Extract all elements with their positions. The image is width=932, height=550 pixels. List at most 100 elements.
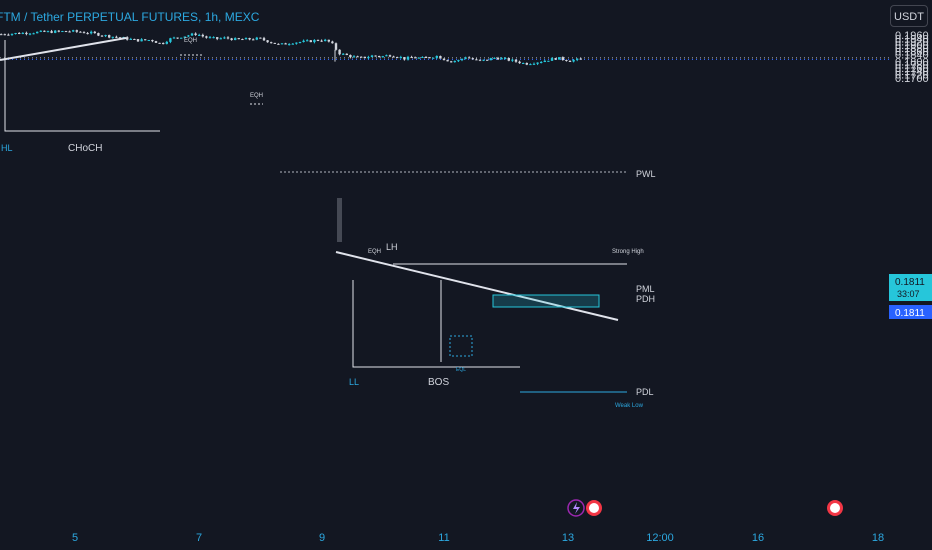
annotation-eqh-3: EQH — [368, 249, 381, 255]
candle-body — [219, 38, 222, 40]
candle-body — [439, 56, 442, 59]
candle-body — [385, 55, 388, 57]
candle-body — [392, 56, 395, 58]
candle-body — [514, 59, 518, 62]
candle-body — [468, 57, 471, 59]
candle-body — [118, 37, 122, 39]
candle-body — [478, 59, 482, 61]
candle-body — [352, 56, 356, 58]
candle-body — [10, 33, 14, 35]
candle-body — [93, 31, 96, 34]
candle-body — [43, 30, 46, 32]
x-tick-label: 7 — [196, 532, 202, 544]
candle-body — [234, 38, 237, 41]
candle-body — [554, 58, 557, 60]
candle-body — [345, 53, 348, 56]
annotation-weak-low: Weak Low — [615, 403, 644, 409]
drawings — [0, 37, 627, 393]
candle-body — [547, 60, 550, 62]
candle-body — [568, 60, 572, 62]
y-tick-label: 0.1960 — [895, 30, 929, 42]
candle-body — [0, 34, 3, 36]
currency-selector[interactable]: USDT — [890, 5, 928, 27]
candle-body — [140, 39, 143, 42]
candle-body — [237, 38, 240, 40]
volume-gap-marker — [337, 198, 342, 242]
y-tick-label: 0.1940 — [895, 33, 929, 45]
time-axis[interactable]: 5 7 9 11 13 12:00 16 18 — [72, 532, 884, 544]
supply-zone[interactable] — [492, 294, 600, 308]
candle-body — [522, 63, 525, 65]
y-tick-label: 0.1860 — [895, 46, 929, 58]
event-markers[interactable] — [567, 499, 843, 517]
y-tick-label: 0.1720 — [895, 69, 929, 81]
candle-body — [25, 32, 28, 35]
candle-body — [295, 42, 298, 44]
x-tick-label: 11 — [438, 532, 449, 544]
y-tick-label: 0.1840 — [895, 50, 929, 62]
lightning-glyph — [573, 502, 580, 514]
candle-body — [248, 38, 251, 40]
candle-body — [496, 57, 500, 60]
candle-body — [446, 60, 449, 62]
candle-body — [144, 39, 147, 41]
candle-body — [421, 57, 424, 59]
price-axis[interactable]: 0.19600.19400.19200.19000.18800.18600.18… — [895, 30, 929, 85]
label-pdh: PDH — [636, 294, 655, 304]
candle-body — [489, 58, 492, 61]
candle-body — [518, 61, 521, 64]
candle-body — [198, 34, 201, 36]
y-tick-label: 0.1880 — [895, 43, 929, 55]
candle-body — [565, 59, 568, 61]
us-flag-inner-2 — [830, 503, 840, 513]
candle-body — [205, 36, 208, 38]
y-tick-label: 0.1920 — [895, 37, 929, 49]
candle-body — [356, 56, 359, 58]
candle-body — [50, 31, 53, 33]
candle-body — [100, 35, 104, 37]
candle-body — [572, 59, 575, 62]
candle-body — [36, 31, 39, 34]
candle-body — [14, 32, 17, 34]
candle-body — [424, 57, 428, 59]
candle-body — [406, 56, 410, 60]
candle-body — [7, 34, 10, 36]
candle-body — [378, 56, 381, 58]
y-tick-label: 0.1740 — [895, 66, 929, 78]
candle-body — [435, 56, 438, 58]
candle-body — [270, 42, 273, 44]
candle-body — [309, 40, 312, 43]
candle-body — [223, 37, 226, 39]
candle-body — [190, 33, 194, 36]
candle-body — [529, 64, 532, 66]
x-tick-label: 13 — [562, 532, 574, 544]
price-badge-countdown: 33:07 — [897, 289, 920, 299]
candle-body — [291, 43, 294, 45]
candle-body — [471, 58, 474, 60]
candle-body — [129, 38, 132, 40]
y-tick-label: 0.1800 — [895, 56, 929, 68]
candle-body — [244, 38, 248, 40]
candle-body — [39, 30, 42, 32]
trendline-upper-left[interactable] — [0, 37, 127, 61]
current-price-badge: 0.1811 33:07 0.1811 — [889, 274, 932, 319]
candle-body — [464, 57, 467, 59]
candle-body — [460, 58, 464, 61]
annotation-bos: BOS — [428, 377, 449, 388]
candle-body — [32, 33, 35, 35]
y-tick-label: 0.1900 — [895, 40, 929, 52]
candle-body — [579, 58, 582, 60]
candle-body — [280, 43, 284, 45]
price-badge-value: 0.1811 — [895, 277, 925, 288]
candle-body — [180, 37, 183, 39]
candle-body — [381, 56, 384, 58]
candle-body — [64, 31, 68, 33]
trendline-descending[interactable] — [335, 251, 619, 321]
candle-body — [374, 55, 377, 57]
candle-body — [313, 39, 316, 43]
annotation-eqh-1: EQH — [184, 38, 197, 44]
annotation-ll: LL — [349, 377, 359, 387]
candle-body — [334, 43, 338, 50]
